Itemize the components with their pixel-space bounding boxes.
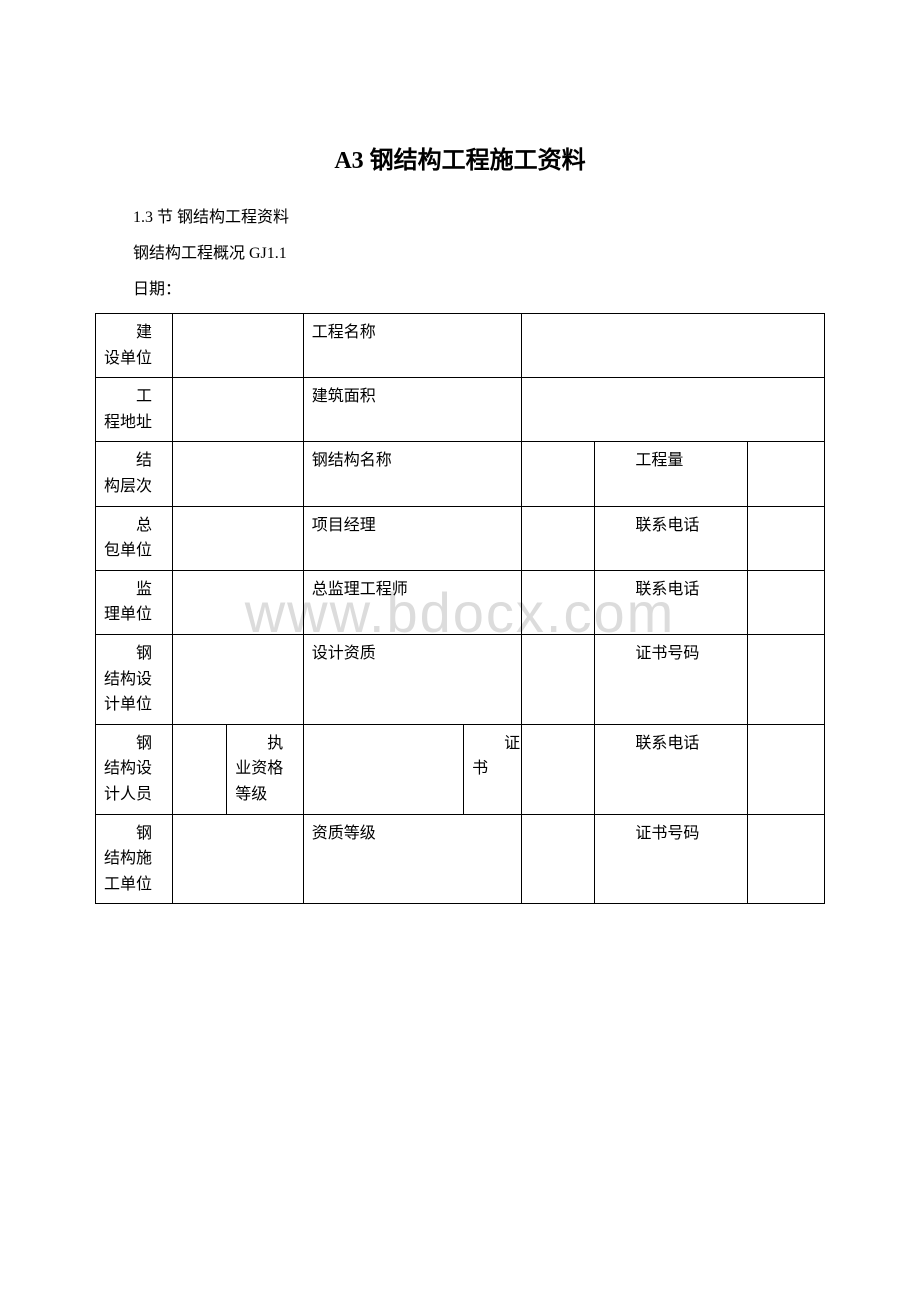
value-structure-levels <box>172 442 303 506</box>
label-project-quantity: 工程量 <box>595 442 748 506</box>
table-row: 总包单位 项目经理 联系电话 <box>96 506 825 570</box>
table-row: 钢结构设计人员 执业资格 等级 证书 联系电话 <box>96 724 825 814</box>
label-certificate-number-2: 证书号码 <box>595 814 748 904</box>
label-contact-phone-2: 联系电话 <box>595 570 748 634</box>
label-certificate-number-1: 证书号码 <box>595 634 748 724</box>
value-certificate <box>522 724 595 814</box>
label-supervision-unit: 监理单位 <box>96 570 173 634</box>
table-row: 结构层次 钢结构名称 工程量 <box>96 442 825 506</box>
label-certificate: 证书 <box>464 724 522 814</box>
value-steel-structure-name <box>522 442 595 506</box>
value-construction-unit-steel <box>172 814 303 904</box>
label-project-address: 工程地址 <box>96 378 173 442</box>
value-supervision-unit <box>172 570 303 634</box>
label-design-unit: 钢结构设计单位 <box>96 634 173 724</box>
overview-table: 建设单位 工程名称 工程地址 建筑面积 结构层次 钢结构名称 工程量 总包单位 … <box>95 313 825 904</box>
label-qualification-grade: 资质等级 <box>303 814 522 904</box>
overview-label: 钢结构工程概况 GJ1.1 <box>95 239 825 263</box>
value-building-area <box>522 378 825 442</box>
label-structure-levels: 结构层次 <box>96 442 173 506</box>
value-design-personnel <box>172 724 227 814</box>
value-project-manager <box>522 506 595 570</box>
value-certificate-number-1 <box>748 634 825 724</box>
label-construction-unit: 建设单位 <box>96 314 173 378</box>
value-project-name <box>522 314 825 378</box>
table-row: 钢结构设计单位 设计资质 证书号码 <box>96 634 825 724</box>
table-row: 钢结构施工单位 资质等级 证书号码 <box>96 814 825 904</box>
value-design-unit <box>172 634 303 724</box>
value-qualification-level <box>303 724 463 814</box>
label-general-contractor: 总包单位 <box>96 506 173 570</box>
label-contact-phone-1: 联系电话 <box>595 506 748 570</box>
label-building-area: 建筑面积 <box>303 378 522 442</box>
value-contact-phone-2 <box>748 570 825 634</box>
date-label: 日期： <box>95 275 825 299</box>
value-design-qualification <box>522 634 595 724</box>
value-contact-phone-3 <box>748 724 825 814</box>
document-title: A3 钢结构工程施工资料 <box>95 140 825 175</box>
value-contact-phone-1 <box>748 506 825 570</box>
label-project-manager: 项目经理 <box>303 506 522 570</box>
label-design-personnel: 钢结构设计人员 <box>96 724 173 814</box>
table-row: 建设单位 工程名称 <box>96 314 825 378</box>
table-row: 工程地址 建筑面积 <box>96 378 825 442</box>
table-row: 监理单位 总监理工程师 联系电话 <box>96 570 825 634</box>
value-general-contractor <box>172 506 303 570</box>
label-construction-unit-steel: 钢结构施工单位 <box>96 814 173 904</box>
value-project-quantity <box>748 442 825 506</box>
label-qualification-level: 执业资格 等级 <box>227 724 304 814</box>
value-certificate-number-2 <box>748 814 825 904</box>
value-chief-supervisor <box>522 570 595 634</box>
label-design-qualification: 设计资质 <box>303 634 522 724</box>
label-chief-supervisor: 总监理工程师 <box>303 570 522 634</box>
label-contact-phone-3: 联系电话 <box>595 724 748 814</box>
label-project-name: 工程名称 <box>303 314 522 378</box>
label-steel-structure-name: 钢结构名称 <box>303 442 522 506</box>
value-qualification-grade <box>522 814 595 904</box>
value-construction-unit <box>172 314 303 378</box>
section-label: 1.3 节 钢结构工程资料 <box>95 203 825 227</box>
value-project-address <box>172 378 303 442</box>
